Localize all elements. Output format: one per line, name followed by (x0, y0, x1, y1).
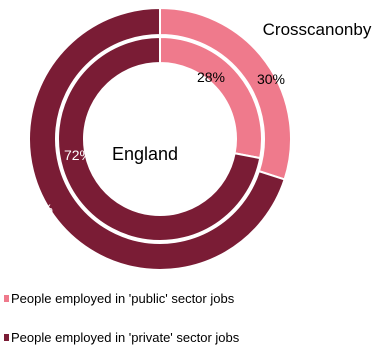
outer-ring-slice-private (28, 6, 286, 271)
inner-ring-slice-private (57, 35, 262, 242)
inner-ring-label-public: 28% (197, 69, 225, 85)
legend-swatch-private (4, 334, 9, 341)
legend-item-private: People employed in 'private' sector jobs (4, 330, 239, 346)
outer-ring-label-public: 30% (257, 71, 285, 87)
legend-label-private: People employed in 'private' sector jobs (11, 330, 240, 345)
inner-ring-label-private: 72% (64, 147, 92, 163)
series-name-crosscanonby: Crosscanonby (263, 20, 372, 39)
legend-label-public: People employed in 'public' sector jobs (11, 291, 235, 306)
outer-ring-label-private: 70% (25, 201, 53, 217)
series-name-england: England (112, 144, 178, 164)
legend-swatch-public (4, 295, 9, 302)
legend-item-public: People employed in 'public' sector jobs (4, 291, 234, 307)
